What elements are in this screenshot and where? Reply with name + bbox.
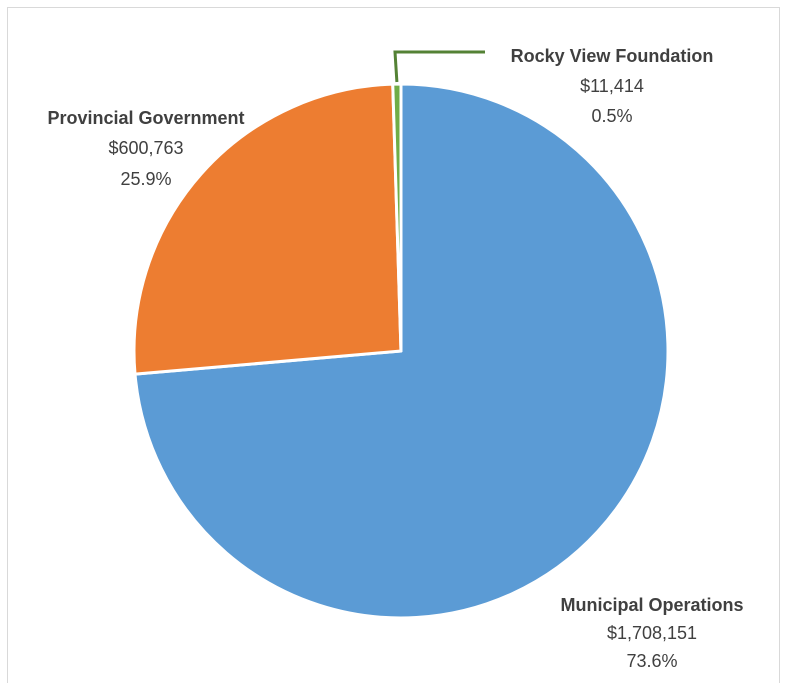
rocky-view-leader-line — [393, 50, 485, 83]
provincial-government-value: $600,763 — [108, 138, 183, 158]
pie-slice-rocky-view-foundation — [391, 82, 403, 353]
label-municipal-operations: Municipal Operations $1,708,151 73.6% — [560, 595, 743, 671]
rocky-view-foundation-value: $11,414 — [580, 76, 644, 96]
municipal-operations-name: Municipal Operations — [560, 595, 743, 615]
provincial-government-percent: 25.9% — [120, 169, 171, 189]
municipal-operations-percent: 73.6% — [626, 651, 677, 671]
label-rocky-view-foundation: Rocky View Foundation $11,414 0.5% — [511, 46, 714, 126]
provincial-government-name: Provincial Government — [47, 108, 244, 128]
label-provincial-government: Provincial Government $600,763 25.9% — [47, 108, 244, 189]
pie-slice-provincial-government — [132, 82, 403, 376]
municipal-operations-value: $1,708,151 — [607, 623, 697, 643]
rocky-view-foundation-percent: 0.5% — [591, 106, 632, 126]
pie-slices — [132, 82, 670, 620]
rocky-view-foundation-name: Rocky View Foundation — [511, 46, 714, 66]
